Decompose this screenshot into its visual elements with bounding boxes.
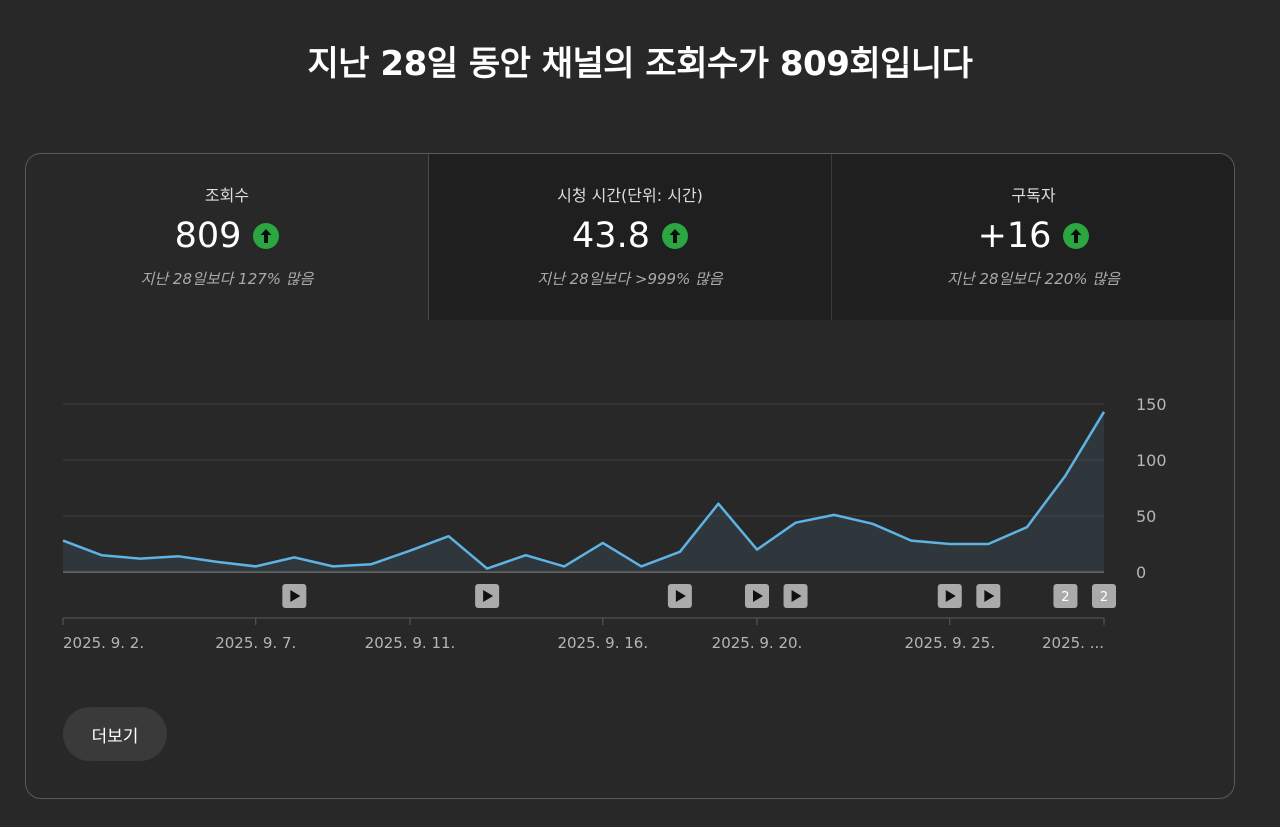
metric-compare: 지난 28일보다 220% 많음: [947, 270, 1120, 288]
play-icon: [984, 590, 995, 602]
metric-value: +16: [977, 216, 1052, 256]
play-icon: [290, 590, 301, 602]
more-button[interactable]: 더보기: [63, 707, 167, 761]
x-tick-label: 2025. 9. 7.: [215, 634, 296, 652]
video-marker[interactable]: [667, 584, 692, 608]
play-icon: [483, 590, 494, 602]
data-point: [600, 540, 605, 545]
views-chart[interactable]: 0 50 100 150 2 2 2025. 9. 2. 2025. 9. 7. 2025. 9…: [26, 320, 1235, 660]
data-point: [523, 553, 528, 558]
video-marker[interactable]: [937, 584, 962, 608]
metric-tabs: 조회수 809 지난 28일보다 127% 많음 시청 시간(단위: 시간) 4…: [26, 154, 1234, 320]
x-tick-label: 2025. 9. 2.: [63, 634, 144, 652]
metric-tab-subscribers[interactable]: 구독자 +16 지난 28일보다 220% 많음: [832, 154, 1234, 320]
data-point: [793, 520, 798, 525]
video-marker[interactable]: [745, 584, 769, 608]
play-icon: [675, 590, 686, 602]
series-line: [62, 411, 1106, 570]
metric-label: 구독자: [1011, 186, 1056, 205]
metric-label: 조회수: [204, 186, 250, 205]
metric-value: 43.8: [572, 216, 650, 256]
play-icon: [945, 590, 956, 602]
data-point: [1102, 409, 1107, 414]
metric-tab-watch-time[interactable]: 시청 시간(단위: 시간) 43.8 지난 28일보다 >999% 많음: [429, 154, 832, 320]
data-point: [832, 512, 837, 517]
y-tick-label: 50: [1136, 507, 1156, 526]
page-headline: 지난 28일 동안 채널의 조회수가 809회입니다: [307, 44, 973, 84]
arrow-up-icon: [1063, 223, 1090, 249]
data-point: [947, 542, 952, 547]
video-count-marker[interactable]: 2: [1092, 584, 1116, 608]
video-marker[interactable]: [976, 584, 1001, 608]
y-tick-label: 100: [1136, 451, 1167, 470]
play-icon: [791, 590, 802, 602]
metric-compare: 지난 28일보다 >999% 많음: [537, 270, 723, 288]
data-point: [99, 553, 104, 558]
video-marker[interactable]: [783, 584, 808, 608]
x-tick-label: 2025. 9. 16.: [557, 634, 648, 652]
data-point: [677, 549, 682, 554]
x-tick-label: 2025. 9. 11.: [365, 634, 456, 652]
data-point: [639, 564, 644, 569]
data-point: [870, 521, 875, 526]
x-tick-label: 2025. ...: [1042, 634, 1104, 652]
data-point: [61, 538, 66, 543]
data-point: [330, 564, 335, 569]
play-icon: [753, 590, 763, 602]
data-point: [292, 555, 297, 560]
data-point: [986, 542, 991, 547]
data-point: [253, 564, 258, 569]
data-point: [1063, 473, 1068, 478]
metric-tab-views[interactable]: 조회수 809 지난 28일보다 127% 많음: [26, 154, 429, 320]
marker-count-label: 2: [1061, 590, 1069, 605]
data-point: [1024, 525, 1029, 530]
data-point: [562, 564, 567, 569]
analytics-card: 조회수 809 지난 28일보다 127% 많음 시청 시간(단위: 시간) 4…: [25, 153, 1235, 799]
data-point: [446, 534, 451, 539]
video-marker[interactable]: [475, 584, 500, 608]
data-point: [485, 566, 490, 571]
x-tick-label: 2025. 9. 20.: [712, 634, 803, 652]
video-marker[interactable]: [282, 584, 307, 608]
data-point: [369, 562, 374, 567]
area-fill: [63, 411, 1104, 572]
data-point: [909, 538, 914, 543]
metric-label: 시청 시간(단위: 시간): [557, 186, 703, 205]
data-point: [716, 501, 721, 506]
data-point: [755, 547, 760, 552]
y-tick-label: 150: [1136, 395, 1167, 414]
marker-count-label: 2: [1100, 590, 1108, 605]
arrow-up-icon: [253, 223, 280, 249]
video-count-marker[interactable]: 2: [1053, 584, 1078, 608]
data-point: [215, 559, 220, 564]
data-point: [408, 548, 413, 553]
metric-compare: 지난 28일보다 127% 많음: [140, 270, 314, 288]
data-point: [138, 556, 143, 561]
data-point: [176, 554, 181, 559]
x-tick-label: 2025. 9. 25.: [904, 634, 995, 652]
arrow-up-icon: [661, 223, 688, 249]
y-tick-label: 0: [1136, 563, 1146, 582]
metric-value: 809: [174, 216, 242, 256]
